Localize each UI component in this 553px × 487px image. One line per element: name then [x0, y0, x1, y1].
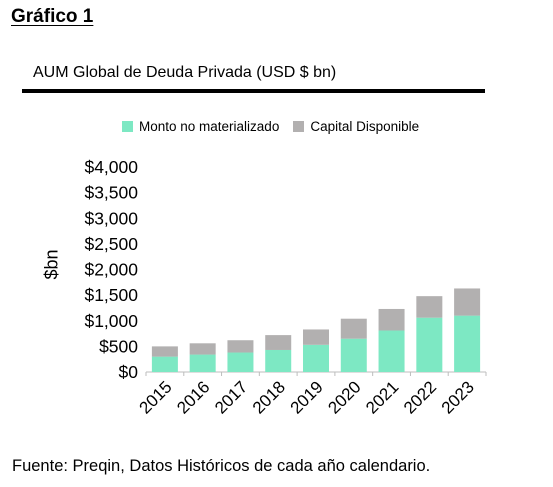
legend-swatch-capital	[293, 121, 305, 132]
legend-label-monto: Monto no materializado	[139, 119, 280, 134]
x-tick-label: 2022	[400, 377, 440, 417]
bar-monto-no-materializado	[454, 315, 481, 372]
legend-label-capital: Capital Disponible	[310, 119, 420, 134]
x-tick-label: 2015	[136, 377, 176, 417]
x-tick-label: 2016	[173, 377, 213, 417]
bar-capital-disponible	[340, 318, 367, 339]
bar-capital-disponible	[265, 335, 292, 350]
y-tick-label: $4,000	[84, 157, 138, 177]
x-tick-label: 2020	[324, 377, 364, 417]
bar-capital-disponible	[378, 308, 405, 331]
legend: Monto no materializado Capital Disponibl…	[122, 119, 433, 134]
y-tick-label: $1,500	[84, 285, 138, 305]
title-rule	[22, 89, 485, 93]
legend-item-capital: Capital Disponible	[293, 119, 419, 134]
legend-swatch-monto	[122, 121, 133, 132]
bar-capital-disponible	[454, 288, 481, 316]
chart-title: AUM Global de Deuda Privada (USD $ bn)	[33, 64, 337, 81]
bar-capital-disponible	[416, 296, 443, 318]
bar-capital-disponible	[303, 329, 329, 345]
y-tick-label: $2,500	[84, 234, 138, 254]
x-tick-label: 2018	[249, 377, 289, 417]
x-tick-label: 2021	[362, 377, 402, 417]
y-tick-label: $3,000	[84, 208, 138, 228]
bar-monto-no-materializado	[265, 349, 292, 372]
legend-item-monto: Monto no materializado	[122, 119, 279, 134]
bar-monto-no-materializado	[378, 330, 405, 372]
bar-monto-no-materializado	[227, 352, 254, 372]
figure-heading: Gráfico 1	[11, 6, 94, 27]
source-note: Fuente: Preqin, Datos Históricos de cada…	[12, 457, 431, 475]
bar-monto-no-materializado	[303, 344, 329, 372]
bar-monto-no-materializado	[189, 354, 216, 372]
y-tick-label: $1,000	[84, 311, 138, 331]
x-tick-label: 2019	[287, 377, 327, 417]
bar-monto-no-materializado	[340, 338, 367, 372]
bar-capital-disponible	[189, 343, 216, 355]
y-tick-label: $2,000	[84, 260, 138, 280]
y-tick-label: $500	[99, 336, 138, 356]
bar-monto-no-materializado	[416, 317, 443, 372]
x-tick-label: 2023	[438, 377, 478, 417]
bar-monto-no-materializado	[151, 356, 178, 372]
bar-capital-disponible	[227, 340, 254, 353]
bar-capital-disponible	[151, 346, 178, 357]
x-tick-label: 2017	[211, 377, 251, 417]
y-tick-label: $3,500	[84, 183, 138, 203]
y-tick-label: $0	[119, 362, 139, 382]
